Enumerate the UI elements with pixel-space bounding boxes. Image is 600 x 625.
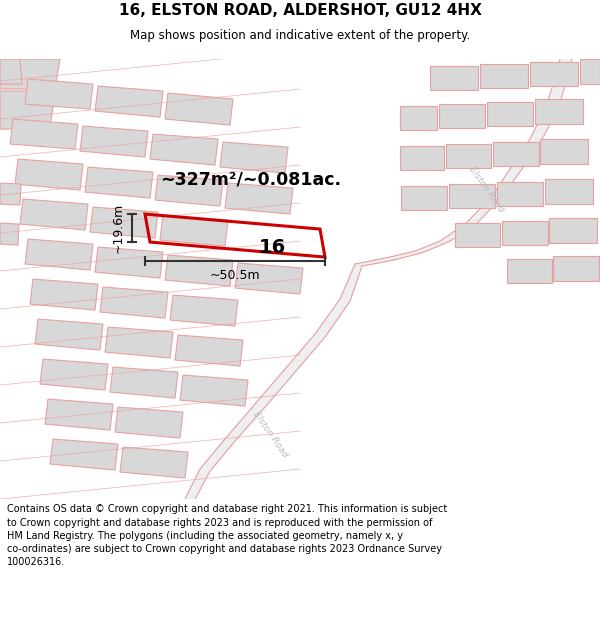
Text: 16, ELSTON ROAD, ALDERSHOT, GU12 4HX: 16, ELSTON ROAD, ALDERSHOT, GU12 4HX [119,2,481,18]
Polygon shape [439,104,485,128]
Polygon shape [493,142,539,166]
Polygon shape [165,255,233,286]
Polygon shape [95,247,163,278]
Polygon shape [85,167,153,198]
Polygon shape [549,218,597,243]
Polygon shape [540,139,588,164]
Polygon shape [90,207,158,238]
Text: Contains OS data © Crown copyright and database right 2021. This information is : Contains OS data © Crown copyright and d… [7,504,448,567]
Polygon shape [0,183,21,205]
Text: Map shows position and indicative extent of the property.: Map shows position and indicative extent… [130,29,470,42]
Polygon shape [105,327,173,358]
Polygon shape [35,319,103,350]
Polygon shape [545,179,593,204]
Text: Elston Road: Elston Road [467,164,505,214]
Polygon shape [115,407,183,438]
Polygon shape [580,59,600,84]
Polygon shape [449,184,495,208]
Polygon shape [535,99,583,124]
Polygon shape [80,126,148,157]
Polygon shape [0,91,55,129]
Text: ~327m²/~0.081ac.: ~327m²/~0.081ac. [160,170,341,188]
Polygon shape [497,182,543,206]
Text: ~50.5m: ~50.5m [209,269,260,282]
Polygon shape [530,62,578,86]
Polygon shape [400,146,444,170]
Polygon shape [446,144,491,168]
Polygon shape [155,175,223,206]
Polygon shape [487,102,533,126]
Polygon shape [400,106,437,130]
Polygon shape [225,183,293,214]
Text: ~19.6m: ~19.6m [112,203,125,253]
Polygon shape [185,264,362,499]
Polygon shape [180,375,248,406]
Polygon shape [0,59,22,84]
Polygon shape [40,359,108,390]
Polygon shape [30,279,98,310]
Polygon shape [220,142,288,173]
Polygon shape [45,399,113,430]
Polygon shape [455,223,500,247]
Polygon shape [150,134,218,165]
Polygon shape [0,59,60,89]
Polygon shape [507,259,552,283]
Polygon shape [20,199,88,230]
Polygon shape [170,295,238,326]
Polygon shape [160,215,228,246]
Polygon shape [175,335,243,366]
Polygon shape [50,439,118,470]
Polygon shape [502,221,548,245]
Polygon shape [100,287,168,318]
Polygon shape [355,59,572,266]
Polygon shape [165,93,233,125]
Polygon shape [10,119,78,149]
Text: 16: 16 [259,238,286,257]
Polygon shape [120,447,188,478]
Polygon shape [480,64,528,88]
Text: Elston Road: Elston Road [251,409,289,459]
Polygon shape [553,256,599,281]
Polygon shape [235,263,303,294]
Polygon shape [401,186,447,210]
Polygon shape [15,159,83,190]
Polygon shape [110,367,178,398]
Polygon shape [0,223,19,245]
Polygon shape [95,86,163,117]
Polygon shape [430,66,478,90]
Polygon shape [25,239,93,270]
Polygon shape [25,79,93,109]
